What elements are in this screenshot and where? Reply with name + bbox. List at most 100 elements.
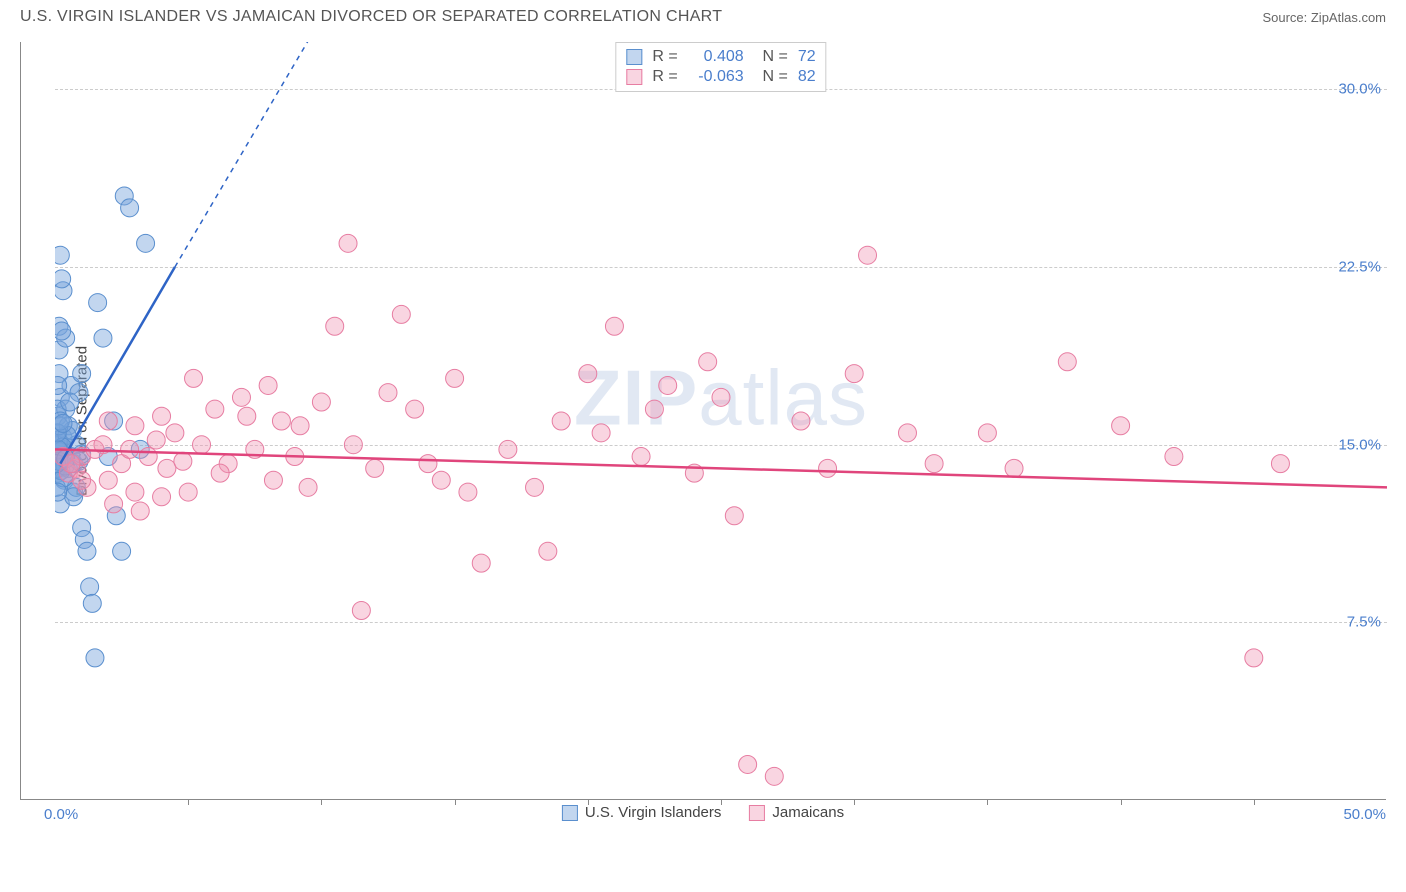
scatter-point xyxy=(659,376,677,394)
scatter-point xyxy=(158,459,176,477)
scatter-point xyxy=(174,452,192,470)
scatter-point xyxy=(137,234,155,252)
scatter-point xyxy=(126,417,144,435)
scatter-point xyxy=(379,384,397,402)
scatter-point xyxy=(419,455,437,473)
scatter-point xyxy=(392,305,410,323)
scatter-point xyxy=(859,246,877,264)
scatter-point xyxy=(898,424,916,442)
scatter-point xyxy=(126,483,144,501)
scatter-point xyxy=(193,436,211,454)
scatter-point xyxy=(739,755,757,773)
scatter-point xyxy=(1058,353,1076,371)
n-label: N = xyxy=(754,68,788,86)
source-label: Source: ZipAtlas.com xyxy=(1262,10,1386,25)
scatter-point xyxy=(459,483,477,501)
scatter-point xyxy=(232,388,250,406)
scatter-point xyxy=(86,649,104,667)
scatter-point xyxy=(131,502,149,520)
scatter-point xyxy=(725,507,743,525)
scatter-point xyxy=(1112,417,1130,435)
legend-swatch xyxy=(562,805,578,821)
x-max-label: 50.0% xyxy=(1343,806,1386,823)
legend-item: U.S. Virgin Islanders xyxy=(562,804,721,821)
scatter-svg xyxy=(55,42,1387,800)
r-label: R = xyxy=(652,48,677,66)
scatter-point xyxy=(81,578,99,596)
scatter-point xyxy=(55,270,71,288)
scatter-point xyxy=(406,400,424,418)
scatter-point xyxy=(432,471,450,489)
scatter-point xyxy=(712,388,730,406)
scatter-point xyxy=(645,400,663,418)
trend-line-extrapolated xyxy=(175,42,322,267)
scatter-point xyxy=(446,369,464,387)
scatter-point xyxy=(211,464,229,482)
scatter-point xyxy=(339,234,357,252)
scatter-point xyxy=(552,412,570,430)
scatter-point xyxy=(179,483,197,501)
chart-area: Divorced or Separated ZIPatlas R = 0.408… xyxy=(20,42,1386,800)
scatter-point xyxy=(238,407,256,425)
series-legend: U.S. Virgin Islanders Jamaicans xyxy=(562,804,844,821)
scatter-point xyxy=(632,448,650,466)
scatter-point xyxy=(55,414,72,432)
scatter-point xyxy=(99,471,117,489)
scatter-point xyxy=(1271,455,1289,473)
scatter-point xyxy=(264,471,282,489)
scatter-point xyxy=(344,436,362,454)
n-label: N = xyxy=(754,48,788,66)
scatter-point xyxy=(166,424,184,442)
scatter-point xyxy=(539,542,557,560)
legend-swatch xyxy=(749,805,765,821)
scatter-point xyxy=(845,365,863,383)
scatter-point xyxy=(978,424,996,442)
scatter-point xyxy=(312,393,330,411)
scatter-point xyxy=(472,554,490,572)
scatter-point xyxy=(73,471,91,489)
scatter-point xyxy=(526,478,544,496)
scatter-point xyxy=(185,369,203,387)
scatter-point xyxy=(352,602,370,620)
scatter-point xyxy=(83,594,101,612)
scatter-point xyxy=(139,448,157,466)
scatter-point xyxy=(366,459,384,477)
correlation-row: R = -0.063 N = 82 xyxy=(626,67,815,87)
scatter-point xyxy=(206,400,224,418)
x-min-label: 0.0% xyxy=(44,806,78,823)
r-value: 0.408 xyxy=(688,48,744,66)
r-value: -0.063 xyxy=(688,68,744,86)
n-value: 72 xyxy=(798,48,816,66)
legend-item: Jamaicans xyxy=(749,804,844,821)
trend-line xyxy=(55,449,1387,487)
scatter-point xyxy=(94,329,112,347)
scatter-point xyxy=(1005,459,1023,477)
plot-area: ZIPatlas R = 0.408 N = 72 R = -0.063 N =… xyxy=(55,42,1387,800)
scatter-point xyxy=(819,459,837,477)
legend-swatch xyxy=(626,49,642,65)
scatter-point xyxy=(61,393,79,411)
scatter-point xyxy=(78,542,96,560)
scatter-point xyxy=(99,412,117,430)
scatter-point xyxy=(121,440,139,458)
scatter-point xyxy=(699,353,717,371)
scatter-point xyxy=(1165,448,1183,466)
legend-label: U.S. Virgin Islanders xyxy=(585,804,721,821)
r-label: R = xyxy=(652,68,677,86)
scatter-point xyxy=(73,365,91,383)
scatter-point xyxy=(105,495,123,513)
scatter-point xyxy=(592,424,610,442)
correlation-row: R = 0.408 N = 72 xyxy=(626,47,815,67)
scatter-point xyxy=(153,407,171,425)
scatter-point xyxy=(113,542,131,560)
scatter-point xyxy=(605,317,623,335)
legend-label: Jamaicans xyxy=(772,804,844,821)
scatter-point xyxy=(153,488,171,506)
correlation-legend: R = 0.408 N = 72 R = -0.063 N = 82 xyxy=(615,42,826,92)
scatter-point xyxy=(147,431,165,449)
scatter-point xyxy=(765,767,783,785)
scatter-point xyxy=(326,317,344,335)
scatter-point xyxy=(299,478,317,496)
scatter-point xyxy=(1245,649,1263,667)
scatter-point xyxy=(259,376,277,394)
